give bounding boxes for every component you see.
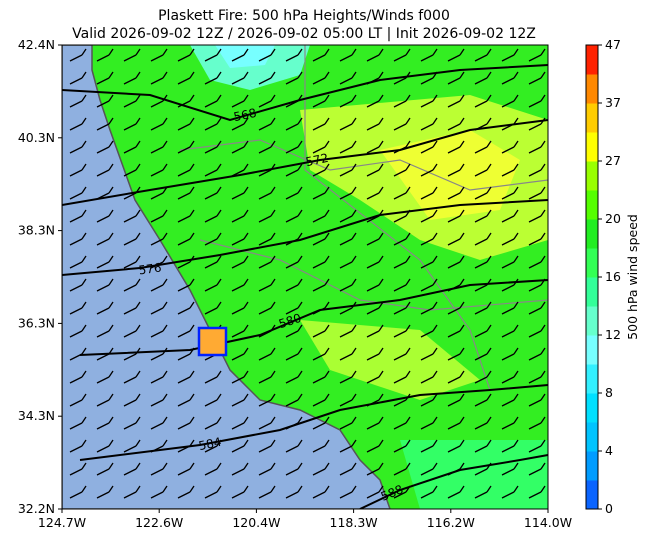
wind-barbs (62, 45, 548, 509)
colorbar-tick-label: 27 (605, 153, 621, 168)
contour-label: 580 (277, 311, 303, 331)
fire-box (197, 326, 228, 357)
colorbar-band (586, 74, 598, 104)
colorbar-band (586, 364, 598, 394)
colorbar-band (586, 393, 598, 423)
colorbar-band (586, 248, 598, 278)
colorbar-band (586, 335, 598, 365)
colorbar-tick-label: 37 (605, 95, 621, 110)
colorbar-band (586, 190, 598, 220)
contour-label: 568 (232, 106, 257, 124)
colorbar-band (586, 480, 598, 510)
x-tick-label: 120.4W (232, 515, 280, 530)
map (62, 45, 548, 509)
y-tick-label: 42.4N (18, 37, 55, 52)
height-contours (62, 64, 548, 509)
contour-label: 584 (197, 435, 222, 453)
colorbar-label: 500 hPa wind speed (625, 214, 640, 340)
map-frame (61, 44, 549, 510)
colorbar-band (586, 132, 598, 162)
x-tick-label: 122.6W (135, 515, 183, 530)
x-tick-label: 118.3W (330, 515, 378, 530)
colorbar-band (586, 277, 598, 307)
y-tick-label: 34.3N (18, 408, 55, 423)
colorbar-band (586, 306, 598, 336)
title-line: Valid 2026-09-02 12Z / 2026-09-02 05:00 … (72, 26, 536, 42)
colorbar-band (586, 45, 598, 75)
axes: 124.7W 122.6W 120.4W 118.3W 116.2W 114.0W 42.4… (18, 37, 572, 530)
colorbar-band (586, 103, 598, 133)
colorbar: 0 4 8 12 16 20 27 37 47 (585, 37, 621, 516)
colorbar-band (586, 219, 598, 249)
y-tick-label: 38.3N (18, 223, 55, 238)
colorbar-tick-label: 47 (605, 37, 621, 52)
colorbar-tick-label: 4 (605, 443, 613, 458)
colorbar-band (586, 161, 598, 191)
colorbar-tick-label: 20 (605, 211, 621, 226)
contour-label: 572 (304, 151, 329, 169)
colorbar-tick-label: 8 (605, 385, 613, 400)
colorbar-band (586, 451, 598, 481)
title-line: Plaskett Fire: 500 hPa Heights/Winds f00… (158, 8, 450, 24)
y-tick-label: 32.2N (18, 501, 55, 516)
colorbar-tick-label: 0 (605, 501, 613, 516)
x-tick-label: 124.7W (38, 515, 86, 530)
colorbar-tick-label: 16 (605, 269, 621, 284)
contour-labels: 568 572 576 580 584 588 (138, 106, 406, 504)
x-tick-label: 116.2W (427, 515, 475, 530)
contour-label: 576 (138, 260, 163, 277)
y-tick-label: 36.3N (18, 315, 55, 330)
x-tick-label: 114.0W (524, 515, 572, 530)
colorbar-band (586, 422, 598, 452)
colorbar-tick-label: 12 (605, 327, 621, 342)
y-tick-label: 40.3N (18, 130, 55, 145)
